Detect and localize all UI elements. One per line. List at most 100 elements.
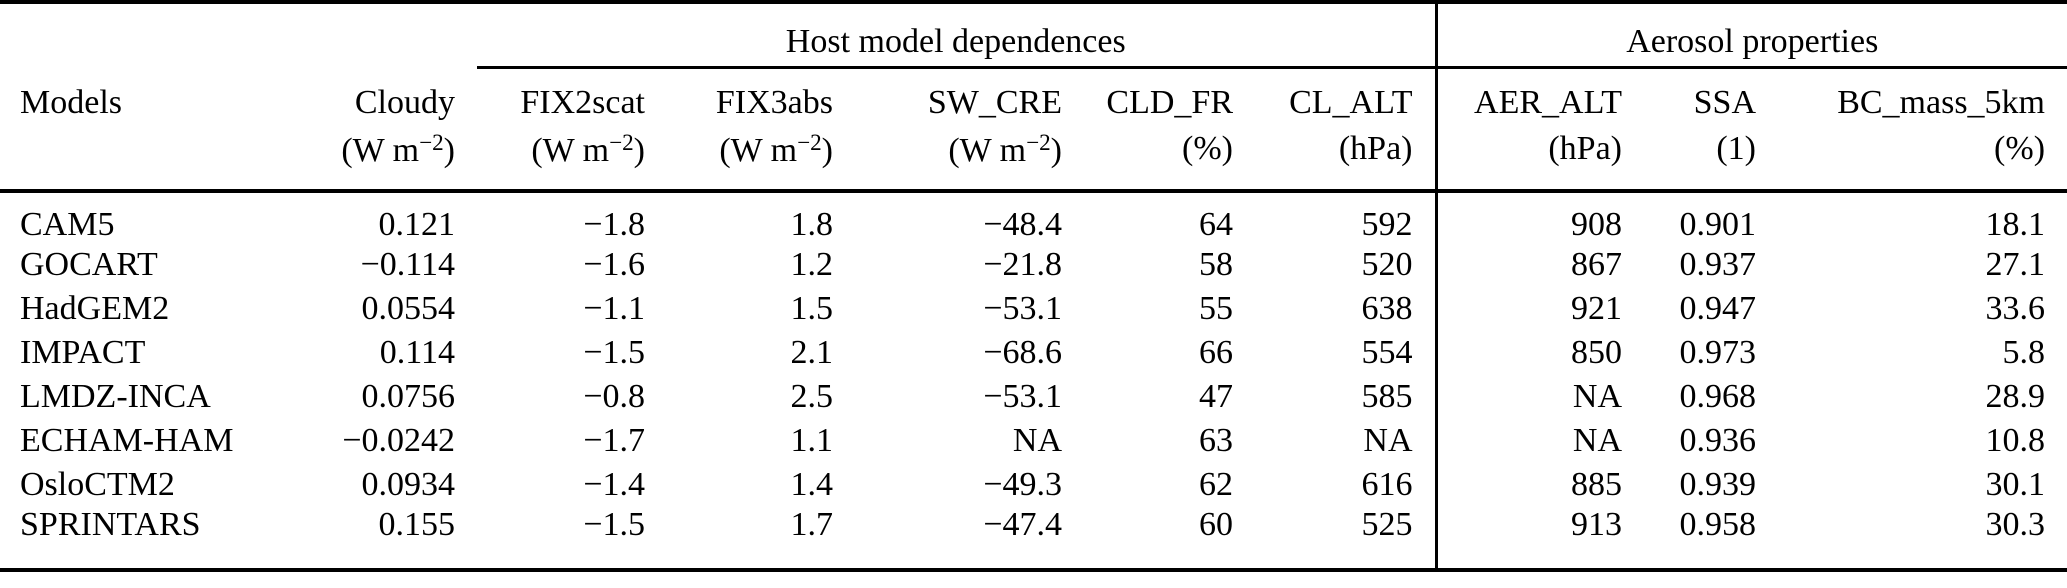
cell-aer-alt: 921 — [1434, 286, 1644, 331]
cell-ssa: 0.939 — [1679, 465, 1757, 503]
col-header-bc-mass-5km: BC_mass_5km — [1837, 84, 2046, 122]
unit-models — [0, 125, 312, 193]
table-row: IMPACT 0.114 −1.5 2.1 −68.6 66 554 850 0… — [0, 330, 2067, 375]
cell-ssa: 0.901 — [1679, 206, 1757, 243]
cell-fix3abs: 2.1 — [790, 333, 834, 371]
cell-aer-alt: NA — [1434, 418, 1644, 463]
cell-aer-alt: 885 — [1434, 462, 1644, 507]
cell-sw-cre: −21.8 — [983, 245, 1062, 283]
cell-sw-cre: −53.1 — [983, 377, 1062, 415]
cell-bc-mass-5km: 33.6 — [1985, 289, 2046, 327]
cell-fix2scat: −1.5 — [583, 505, 645, 543]
cell-sw-cre: −49.3 — [983, 465, 1062, 503]
col-header-aer-alt: AER_ALT — [1434, 67, 1644, 125]
cell-fix2scat: −1.8 — [583, 206, 645, 243]
cell-cloudy: 0.155 — [378, 505, 456, 543]
unit-text: (1) — [1716, 130, 1756, 167]
cell-cl-alt: 585 — [1361, 377, 1413, 415]
cell-ssa: 0.947 — [1679, 289, 1757, 327]
cell-fix2scat: −1.4 — [583, 465, 645, 503]
group-header-spacer — [0, 2, 477, 68]
model-name-cell: IMPACT — [20, 333, 146, 371]
cell-cld-fr: 66 — [1199, 333, 1233, 371]
unit-bc-mass-5km: (%) — [1778, 125, 2067, 193]
cell-ssa: 0.936 — [1679, 421, 1757, 459]
cell-fix3abs: 1.4 — [790, 465, 834, 503]
unit-superscript: −2 — [419, 130, 444, 156]
cell-cld-fr: 55 — [1199, 289, 1233, 327]
cell-cloudy: 0.0554 — [361, 289, 456, 327]
cell-cloudy: −0.0242 — [342, 421, 455, 459]
cell-ssa: 0.937 — [1679, 245, 1757, 283]
unit-aer-alt: (hPa) — [1434, 125, 1644, 193]
cell-bc-mass-5km: 10.8 — [1985, 421, 2046, 459]
cell-cloudy: 0.121 — [378, 206, 456, 243]
unit-text: (W m — [948, 132, 1027, 170]
cell-cl-alt: 525 — [1361, 505, 1413, 543]
unit-text: (%) — [1994, 130, 2046, 167]
cell-cld-fr: 47 — [1199, 377, 1233, 415]
model-name-cell: ECHAM-HAM — [20, 421, 234, 459]
cell-cld-fr: 60 — [1199, 505, 1233, 543]
table-row: OsloCTM2 0.0934 −1.4 1.4 −49.3 62 616 88… — [0, 462, 2067, 507]
cell-fix2scat: −1.7 — [583, 421, 645, 459]
cell-cld-fr: 63 — [1199, 421, 1233, 459]
cell-fix3abs: 2.5 — [790, 377, 834, 415]
table-row: CAM5 0.121 −1.8 1.8 −48.4 64 592 908 0.9… — [0, 191, 2067, 243]
unit-superscript: −2 — [797, 130, 822, 156]
model-name-cell: LMDZ-INCA — [20, 377, 211, 415]
cell-bc-mass-5km: 18.1 — [1985, 206, 2046, 243]
cell-ssa: 0.968 — [1679, 377, 1757, 415]
model-name-cell: SPRINTARS — [20, 505, 201, 543]
cell-cl-alt: 554 — [1361, 333, 1413, 371]
col-header-fix2scat: FIX2scat — [520, 84, 645, 122]
model-name-cell: CAM5 — [20, 206, 115, 243]
group-header-aerosol-properties: Aerosol properties — [1434, 2, 2067, 69]
cell-cld-fr: 58 — [1199, 245, 1233, 283]
col-header-cl-alt: CL_ALT — [1289, 84, 1413, 122]
table-row: GOCART −0.114 −1.6 1.2 −21.8 58 520 867 … — [0, 242, 2067, 287]
unit-text: (%) — [1182, 130, 1233, 167]
unit-text: (W m — [531, 132, 610, 170]
cell-aer-alt: 913 — [1434, 506, 1644, 571]
unit-cld-fr: (%) — [1084, 125, 1255, 193]
unit-row: (W m−2) (W m−2) (W m−2) (W m−2) (%) (hPa… — [0, 125, 2067, 193]
cell-fix2scat: −0.8 — [583, 377, 645, 415]
cell-sw-cre: −48.4 — [983, 206, 1062, 243]
table-row: ECHAM-HAM −0.0242 −1.7 1.1 NA 63 NA NA 0… — [0, 418, 2067, 463]
cell-cl-alt: 638 — [1361, 289, 1413, 327]
cell-bc-mass-5km: 27.1 — [1985, 245, 2046, 283]
unit-ssa: (1) — [1644, 125, 1778, 193]
group-header-row: Host model dependences Aerosol propertie… — [0, 2, 2067, 69]
unit-fix3abs: (W m−2) — [667, 125, 855, 193]
unit-text: (W m — [719, 132, 798, 170]
cell-bc-mass-5km: 5.8 — [2002, 333, 2046, 371]
col-header-fix3abs: FIX3abs — [715, 84, 833, 122]
model-name-cell: OsloCTM2 — [20, 465, 175, 503]
group-header-host-model-dependences: Host model dependences — [477, 2, 1436, 69]
cell-cl-alt: NA — [1363, 421, 1413, 459]
model-name-cell: GOCART — [20, 245, 158, 283]
cell-aer-alt: NA — [1434, 374, 1644, 419]
cell-sw-cre: −47.4 — [983, 505, 1062, 543]
cell-cld-fr: 64 — [1199, 206, 1233, 243]
cell-fix3abs: 1.1 — [790, 421, 834, 459]
cell-cld-fr: 62 — [1199, 465, 1233, 503]
cell-ssa: 0.958 — [1679, 505, 1757, 543]
col-header-cloudy: Cloudy — [354, 84, 455, 122]
unit-close-paren: ) — [633, 132, 645, 170]
cell-cl-alt: 520 — [1361, 245, 1413, 283]
cell-fix3abs: 1.5 — [790, 289, 834, 327]
col-header-ssa: SSA — [1693, 84, 1756, 122]
cell-fix3abs: 1.8 — [790, 206, 834, 243]
cell-fix2scat: −1.1 — [583, 289, 645, 327]
unit-text: (hPa) — [1548, 130, 1622, 167]
cell-cloudy: −0.114 — [360, 245, 455, 283]
cell-fix2scat: −1.5 — [583, 333, 645, 371]
cell-bc-mass-5km: 30.3 — [1985, 505, 2046, 543]
cell-fix3abs: 1.7 — [790, 505, 834, 543]
cell-aer-alt: 908 — [1434, 191, 1644, 243]
col-header-cld-fr: CLD_FR — [1106, 84, 1233, 122]
column-header-row: Models Cloudy FIX2scat FIX3abs SW_CRE CL… — [0, 67, 2067, 125]
